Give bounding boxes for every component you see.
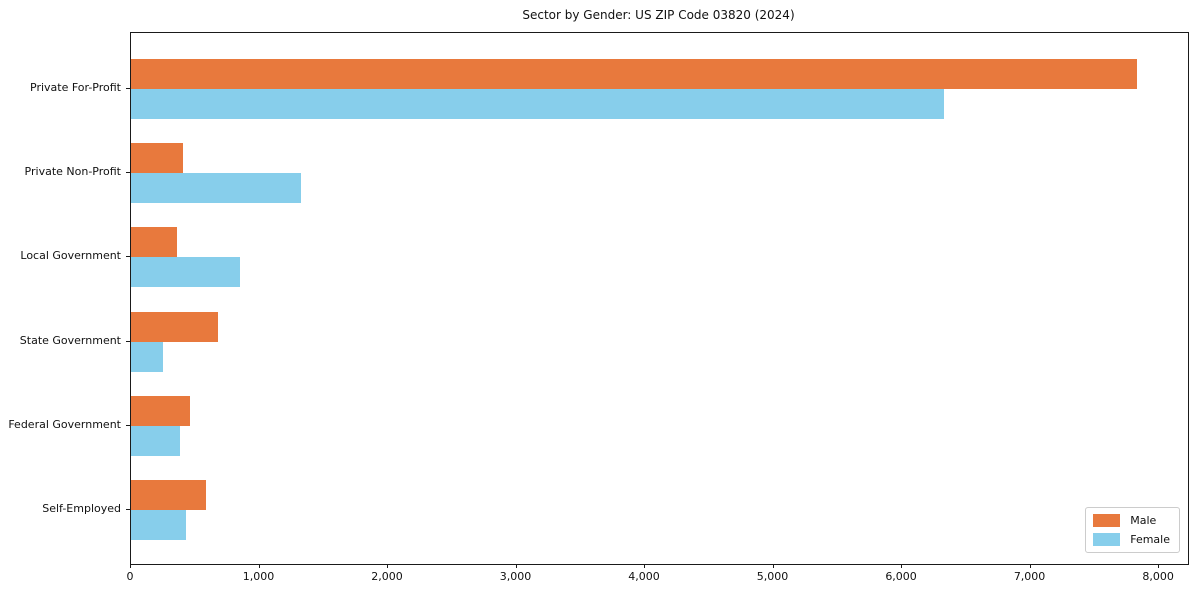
x-tick-label: 6,000 <box>885 570 917 583</box>
x-tick-mark <box>258 564 260 568</box>
bar-male-0 <box>131 59 1137 89</box>
legend-label-male: Male <box>1130 514 1157 527</box>
x-tick-label: 4,000 <box>628 570 660 583</box>
bar-female-0 <box>131 89 944 119</box>
x-tick-mark <box>772 564 774 568</box>
bar-male-4 <box>131 395 190 426</box>
y-tick-mark <box>126 340 130 342</box>
y-tick-label: Local Government <box>20 249 121 263</box>
x-tick-mark <box>1158 564 1160 568</box>
x-tick-label: 8,000 <box>1142 570 1174 583</box>
x-tick-mark <box>901 564 903 568</box>
legend-label-female: Female <box>1130 533 1170 546</box>
plot-area <box>130 32 1189 565</box>
bar-male-5 <box>131 480 206 510</box>
x-tick-label: 3,000 <box>499 570 532 583</box>
y-tick-label: Federal Government <box>8 417 121 431</box>
bar-male-1 <box>131 143 183 174</box>
x-tick-label: 7,000 <box>1013 570 1046 583</box>
bar-female-2 <box>131 257 240 288</box>
x-tick-mark <box>387 564 389 568</box>
chart-title: Sector by Gender: US ZIP Code 03820 (202… <box>522 8 795 22</box>
legend-row-male: Male <box>1093 514 1170 527</box>
bar-female-3 <box>131 341 163 372</box>
legend-swatch-male <box>1093 514 1121 527</box>
bar-male-2 <box>131 227 177 258</box>
legend-swatch-female <box>1093 533 1121 546</box>
bar-male-3 <box>131 311 218 342</box>
y-tick-mark <box>126 424 130 426</box>
y-tick-mark <box>126 509 130 510</box>
y-tick-mark <box>126 88 130 89</box>
x-tick-mark <box>644 564 646 568</box>
y-tick-label: Self-Employed <box>42 502 121 515</box>
legend-row-female: Female <box>1093 533 1170 546</box>
bar-female-4 <box>131 425 180 456</box>
y-tick-label: Private Non-Profit <box>24 165 121 179</box>
x-tick-label: 5,000 <box>756 570 789 583</box>
y-tick-label: Private For-Profit <box>30 81 121 94</box>
x-tick-mark <box>1029 564 1031 568</box>
legend: Male Female <box>1085 507 1180 553</box>
x-tick-label: 0 <box>126 570 134 583</box>
bar-female-5 <box>131 510 186 540</box>
x-tick-label: 1,000 <box>242 570 275 583</box>
x-tick-mark <box>515 564 517 568</box>
x-tick-mark <box>130 564 131 568</box>
y-tick-mark <box>126 256 130 258</box>
x-tick-label: 2,000 <box>371 570 403 583</box>
y-tick-label: State Government <box>19 333 121 347</box>
bar-female-1 <box>131 173 301 204</box>
y-tick-mark <box>126 172 130 174</box>
